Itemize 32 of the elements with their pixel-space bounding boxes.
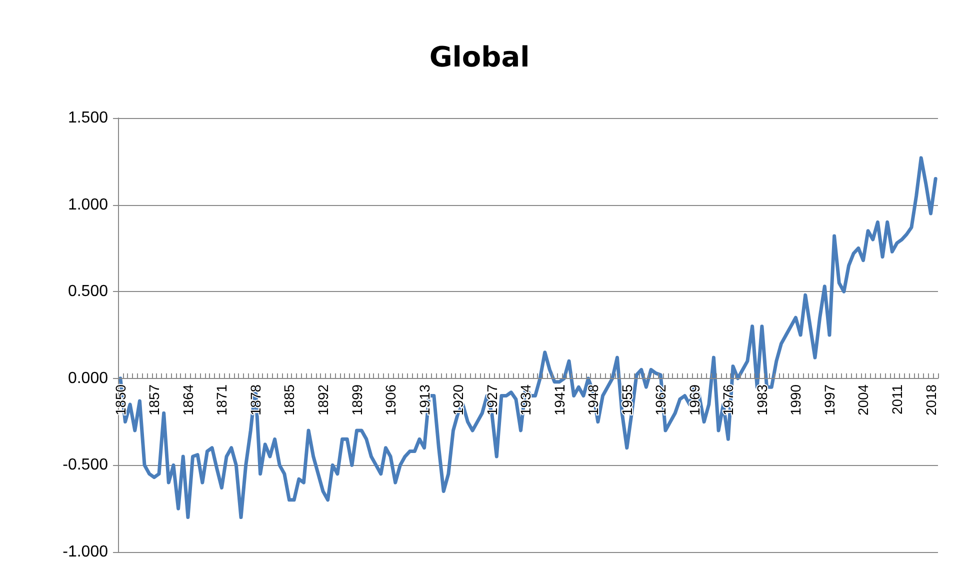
y-tick-label: -1.000 [62, 544, 108, 560]
x-tick-label: 1962 [652, 384, 669, 416]
x-tick-label: 1927 [484, 384, 500, 416]
x-tick-label: 2004 [855, 384, 872, 416]
x-tick-label: 1997 [821, 384, 838, 416]
x-tick-label: 1920 [450, 384, 466, 416]
chart-title: Global [429, 40, 530, 74]
x-tick-label: 1906 [382, 384, 399, 416]
x-tick-label: 2011 [889, 384, 905, 415]
x-tick-label: 1885 [281, 384, 298, 416]
y-tick-label: 1.000 [68, 196, 108, 214]
y-tick-label: 0.500 [68, 283, 108, 300]
y-tick-label: 1.500 [68, 110, 108, 126]
x-tick-label: 1864 [180, 384, 196, 416]
x-tick-label: 1878 [247, 384, 264, 416]
x-tick-label: 1976 [720, 384, 736, 416]
x-tick-label: 1983 [754, 384, 770, 416]
x-tick-label: 1899 [348, 384, 365, 416]
x-tick-label: 1990 [788, 384, 804, 416]
x-tick-label: 1850 [112, 384, 128, 416]
y-tick-label: 0.000 [68, 370, 108, 387]
y-tick-label: -0.500 [62, 456, 108, 474]
x-tick-label: 1969 [686, 384, 702, 416]
x-tick-label: 1948 [585, 384, 602, 416]
x-tick-label: 1871 [214, 384, 230, 416]
x-tick-label: 1913 [416, 384, 432, 416]
x-tick-label: 1857 [146, 384, 162, 416]
x-tick-label: 1955 [618, 384, 635, 416]
x-tick-label: 1892 [315, 384, 331, 416]
x-tick-label: 1941 [551, 384, 568, 416]
x-tick-label: 2018 [922, 384, 939, 416]
x-tick-label: 1934 [518, 384, 534, 416]
